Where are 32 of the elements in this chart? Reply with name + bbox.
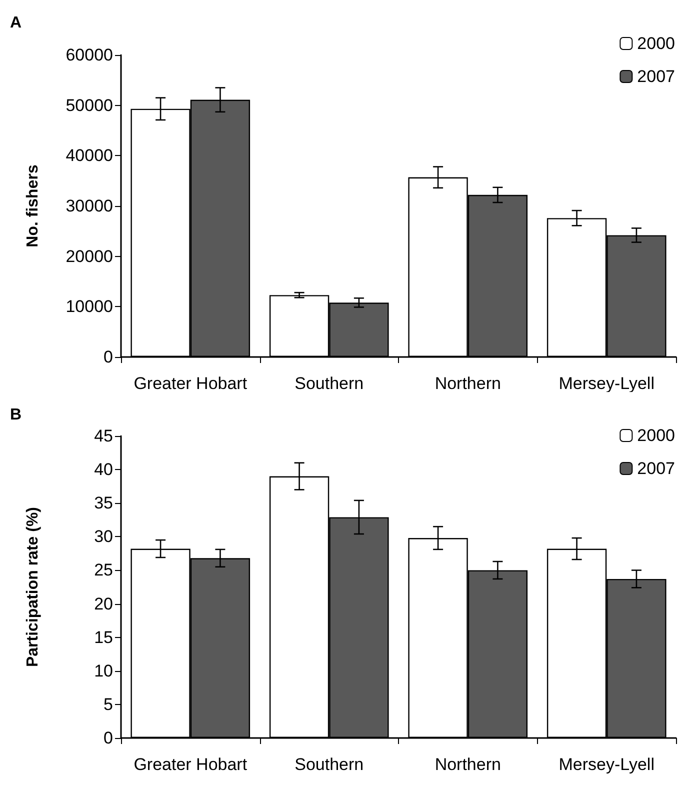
y-tick-label: 60000 <box>66 46 113 64</box>
y-tick-label: 0 <box>104 348 113 366</box>
x-tick-label: Southern <box>294 755 364 774</box>
legend-label: 2007 <box>637 67 676 86</box>
y-tick-label: 35 <box>94 494 113 513</box>
y-tick-label: 25 <box>94 560 113 580</box>
y-tick-label: 20 <box>94 594 113 614</box>
y-tick-label: 40 <box>94 460 113 480</box>
y-axis-title: Participation rate (%) <box>24 506 42 668</box>
y-tick-label: 5 <box>104 694 113 714</box>
x-tick-label: Southern <box>294 374 364 393</box>
x-tick-label: Greater Hobart <box>134 374 248 393</box>
y-tick-label: 30000 <box>66 196 113 216</box>
y-tick-label: 45 <box>94 426 113 446</box>
y-tick-label: 50000 <box>66 96 113 115</box>
y-tick-label: 0 <box>104 728 113 748</box>
x-tick-label: Mersey-Lyell <box>558 755 654 774</box>
y-tick-label: 30 <box>94 527 113 546</box>
y-tick-label: 40000 <box>66 146 113 166</box>
y-tick-label: 10 <box>94 661 113 680</box>
legend-label: 2000 <box>637 426 676 445</box>
x-tick-label: Northern <box>434 374 501 393</box>
legend-label: 2007 <box>637 459 676 478</box>
y-tick-label: 15 <box>94 628 113 647</box>
legend-label: 2000 <box>637 34 676 53</box>
chart-title: A <box>10 14 22 32</box>
x-tick-label: Northern <box>434 755 501 774</box>
chart-title: B <box>10 406 22 424</box>
y-tick-label: 20000 <box>66 246 113 266</box>
x-tick-label: Greater Hobart <box>134 755 248 774</box>
y-tick-label: 10000 <box>66 297 113 316</box>
y-axis-title: No. fishers <box>24 164 42 248</box>
